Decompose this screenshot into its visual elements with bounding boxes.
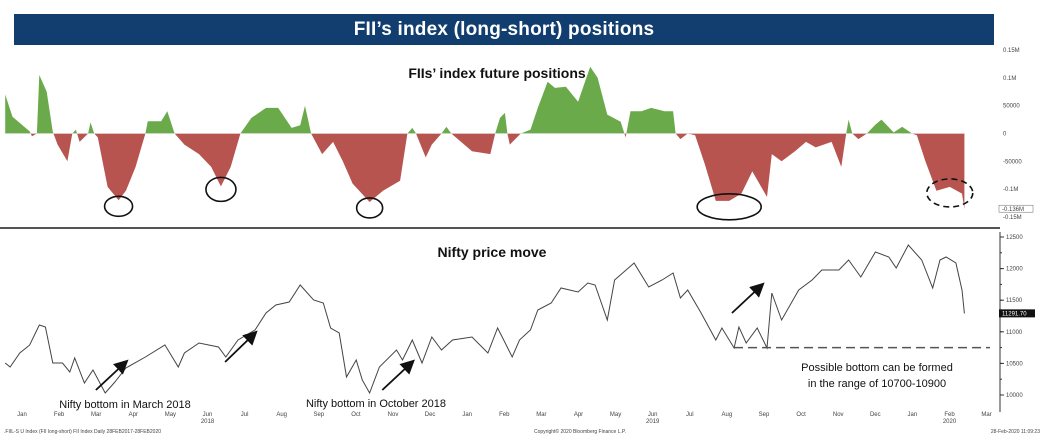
x-tick-label: Sep <box>313 412 324 418</box>
annotation-march-2018: Nifty bottom in March 2018 <box>59 399 190 411</box>
x-tick-label: Mar <box>981 412 991 418</box>
y-tick-label: 10500 <box>1006 361 1023 367</box>
x-tick-label: Apr <box>574 412 583 418</box>
nifty-price-line <box>4 244 965 395</box>
x-tick-label: Nov <box>388 412 399 418</box>
annotation-october-2018: Nifty bottom in October 2018 <box>306 398 446 410</box>
y-tick-label: 0.1M <box>1003 76 1016 82</box>
last-value-label: 11291.70 <box>1002 311 1027 317</box>
annotation-possible-bottom: Possible bottom can be formed <box>801 362 953 374</box>
y-tick-label: 10000 <box>1006 393 1023 399</box>
last-value-box <box>998 204 1034 213</box>
x-tick-label: Jul <box>241 412 249 418</box>
highlight-circle <box>696 193 762 221</box>
x-tick-label: Apr <box>129 412 138 418</box>
footer-source: .FIIL-S U Index (FII long-short) FII Ind… <box>4 429 161 435</box>
x-tick-label: Aug <box>722 412 733 418</box>
annotation-arrow <box>381 359 415 391</box>
x-tick-label: Aug <box>276 412 287 418</box>
negative-area <box>5 133 965 210</box>
last-value-box <box>999 309 1035 318</box>
annotation-arrow <box>731 282 765 314</box>
x-tick-label: Oct <box>351 412 361 418</box>
y-tick-label: 0 <box>1003 132 1007 138</box>
y-tick-label: -0.15M <box>1003 215 1022 221</box>
annotation-arrow <box>95 359 129 391</box>
x-tick-label: Jan <box>908 412 918 418</box>
x-year-label: 2018 <box>201 419 215 425</box>
highlight-circle <box>355 197 384 219</box>
y-tick-label: 11000 <box>1006 330 1023 336</box>
y-tick-label: 12000 <box>1006 267 1023 273</box>
fii-chart-title: FIIs’ index future positions <box>408 65 586 81</box>
x-tick-label: Jun <box>648 412 658 418</box>
x-tick-label: Jan <box>462 412 472 418</box>
nifty-price-chart: 12500 12000 11500 11000 10500 10000 11291.70 Ni… <box>4 232 1035 412</box>
banner-title: FII’s index (long-short) positions <box>14 14 994 45</box>
y-tick-label: -0.1M <box>1003 187 1018 193</box>
annotation-arrow <box>224 330 258 363</box>
x-tick-label: Sep <box>759 412 770 418</box>
y-tick-label: 0.15M <box>1003 48 1020 54</box>
x-tick-label: May <box>610 412 621 418</box>
x-tick-label: Mar <box>536 412 546 418</box>
nifty-chart-title: Nifty price move <box>438 244 547 260</box>
fii-positions-chart: 0.15M 0.1M 50000 0 -50000 -0.1M -0.15M -0.136M <box>4 48 1034 221</box>
x-year-label: 2019 <box>646 419 660 425</box>
y-tick-label: -50000 <box>1003 159 1022 165</box>
x-tick-label: Nov <box>833 412 844 418</box>
x-tick-label: Dec <box>870 412 881 418</box>
x-tick-label: Feb <box>499 412 510 418</box>
y-tick-label: 11500 <box>1006 298 1023 304</box>
x-tick-label: Feb <box>944 412 955 418</box>
x-tick-label: Dec <box>425 412 436 418</box>
annotation-range: in the range of 10700-10900 <box>808 378 946 390</box>
highlight-circle <box>205 176 237 203</box>
x-tick-label: Oct <box>796 412 806 418</box>
x-tick-label: Feb <box>54 412 65 418</box>
x-tick-label: Jun <box>203 412 213 418</box>
x-axis: Jan Feb Mar Apr May Jun Jul Aug Sep Oct Nov Dec Jan F… <box>17 412 992 425</box>
x-tick-label: Mar <box>91 412 101 418</box>
highlight-circle <box>925 178 974 208</box>
y-tick-label: 12500 <box>1006 235 1023 241</box>
x-year-label: 2020 <box>943 419 957 425</box>
x-tick-label: May <box>165 412 176 418</box>
footer-copyright: Copyright© 2020 Bloomberg Finance L.P. <box>534 428 626 435</box>
highlight-circle <box>103 195 134 218</box>
last-value-label: -0.136M <box>1002 207 1024 213</box>
y-tick-label: 50000 <box>1003 104 1020 110</box>
x-tick-label: Jul <box>686 412 694 418</box>
footer-timestamp: 28-Feb-2020 11:09:23 <box>991 429 1040 435</box>
x-tick-label: Jan <box>17 412 27 418</box>
